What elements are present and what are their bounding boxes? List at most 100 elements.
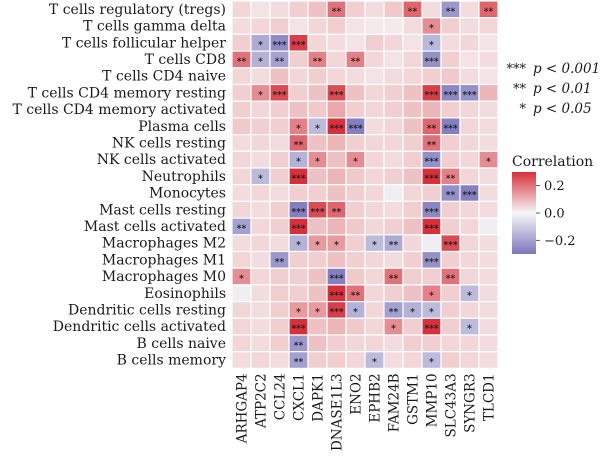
- heatmap-cell: [326, 250, 347, 269]
- heatmap-cell: [231, 17, 252, 36]
- heatmap-cell: [269, 284, 290, 303]
- heatmap-cell: [383, 150, 404, 169]
- heatmap-cell: [440, 217, 461, 236]
- heatmap-cell: [383, 217, 404, 236]
- heatmap-cell: [307, 67, 328, 86]
- heatmap-cell: [402, 167, 423, 186]
- heatmap-cell: [402, 100, 423, 119]
- significance-mark: *: [258, 174, 263, 184]
- heatmap-cell: [402, 184, 423, 202]
- heatmap-cell: [421, 184, 442, 202]
- heatmap-cell: [459, 67, 480, 86]
- colorbar-tick-label: 0.0: [544, 207, 565, 222]
- significance-mark: **: [332, 7, 342, 17]
- heatmap-cell: [440, 200, 461, 219]
- heatmap-cell: [288, 83, 309, 102]
- heatmap-cell: [364, 117, 385, 136]
- significance-mark: ***: [424, 158, 438, 168]
- heatmap-cell: [478, 217, 499, 236]
- heatmap-cell: [250, 301, 271, 319]
- significance-mark: *: [296, 158, 301, 168]
- heatmap-cell: [402, 83, 423, 102]
- heatmap-cell: [383, 134, 404, 152]
- heatmap-cell: [250, 250, 271, 269]
- heatmap-cell: [307, 33, 328, 52]
- heatmap-cell: [459, 100, 480, 119]
- significance-mark: *: [410, 308, 415, 318]
- heatmap-cell: [269, 334, 290, 353]
- heatmap-cell: [440, 351, 461, 370]
- significance-mark: **: [389, 308, 399, 318]
- heatmap-cell: [345, 100, 366, 119]
- heatmap-cell: [364, 250, 385, 269]
- heatmap-cell: [250, 317, 271, 336]
- heatmap-cell: [345, 200, 366, 219]
- heatmap-cell: [459, 217, 480, 236]
- heatmap-cell: [478, 33, 499, 52]
- significance-mark: ***: [329, 91, 343, 101]
- colorbar-title: Correlation: [512, 154, 593, 170]
- heatmap-cell: [307, 217, 328, 236]
- significance-mark: **: [332, 208, 342, 218]
- significance-mark: *: [296, 241, 301, 251]
- heatmap-cell: [269, 184, 290, 202]
- heatmap-cell: [478, 284, 499, 303]
- heatmap-cell: [383, 200, 404, 219]
- heatmap-cell: [364, 184, 385, 202]
- heatmap-cell: [326, 150, 347, 169]
- heatmap-cell: [402, 351, 423, 370]
- heatmap-cell: [364, 200, 385, 219]
- row-label: Dendritic cells activated: [53, 319, 226, 335]
- significance-mark: *: [334, 241, 339, 251]
- heatmap-cell: [364, 0, 385, 19]
- significance-mark: *: [353, 308, 358, 318]
- heatmap-cell: [231, 334, 252, 353]
- heatmap-cell: [440, 317, 461, 336]
- row-label: T cells CD4 memory resting: [28, 85, 226, 101]
- heatmap-cell: [459, 267, 480, 286]
- column-label: FAM24B: [387, 373, 403, 432]
- heatmap-cell: [269, 200, 290, 219]
- heatmap-cell: [345, 17, 366, 36]
- heatmap-cell: [345, 83, 366, 102]
- heatmap-cell: [326, 17, 347, 36]
- heatmap-cell: [478, 317, 499, 336]
- significance-mark: **: [237, 224, 247, 234]
- row-label: T cells regulatory (tregs): [49, 2, 226, 18]
- heatmap-cell: [288, 284, 309, 303]
- heatmap-cell: [478, 17, 499, 36]
- significance-mark: **: [294, 341, 304, 351]
- row-label: B cells naive: [137, 336, 227, 352]
- heatmap-cell: [250, 150, 271, 169]
- heatmap-cell: [345, 134, 366, 152]
- heatmap-cell: [383, 33, 404, 52]
- significance-mark: ***: [291, 41, 305, 51]
- significance-mark: *: [429, 291, 434, 301]
- row-label: Macrophages M1: [102, 252, 226, 268]
- heatmap-cell: [383, 334, 404, 353]
- row-label: NK cells resting: [112, 135, 226, 151]
- legend-pvalue: p < 0.001: [533, 61, 600, 77]
- significance-mark: **: [446, 174, 456, 184]
- significance-mark: **: [275, 258, 285, 268]
- heatmap-cell: [402, 217, 423, 236]
- heatmap-cell: [250, 117, 271, 136]
- heatmap-cell: [364, 17, 385, 36]
- heatmap-cell: [250, 134, 271, 152]
- significance-mark: ***: [272, 41, 286, 51]
- heatmap-cell: [231, 200, 252, 219]
- heatmap-cell: [288, 184, 309, 202]
- heatmap-cell: [478, 250, 499, 269]
- heatmap-cell: [459, 33, 480, 52]
- heatmap-cell: [364, 267, 385, 286]
- heatmap-cell: [345, 234, 366, 253]
- significance-mark: *: [429, 358, 434, 368]
- heatmap-cell: [288, 267, 309, 286]
- row-label: T cells CD4 memory activated: [12, 102, 226, 118]
- column-label: TLCD1: [482, 373, 498, 421]
- significance-mark: ***: [348, 124, 362, 134]
- row-label: Macrophages M0: [102, 269, 226, 285]
- heatmap-cell: [307, 317, 328, 336]
- heatmap-cell: [269, 167, 290, 186]
- significance-mark: **: [427, 124, 437, 134]
